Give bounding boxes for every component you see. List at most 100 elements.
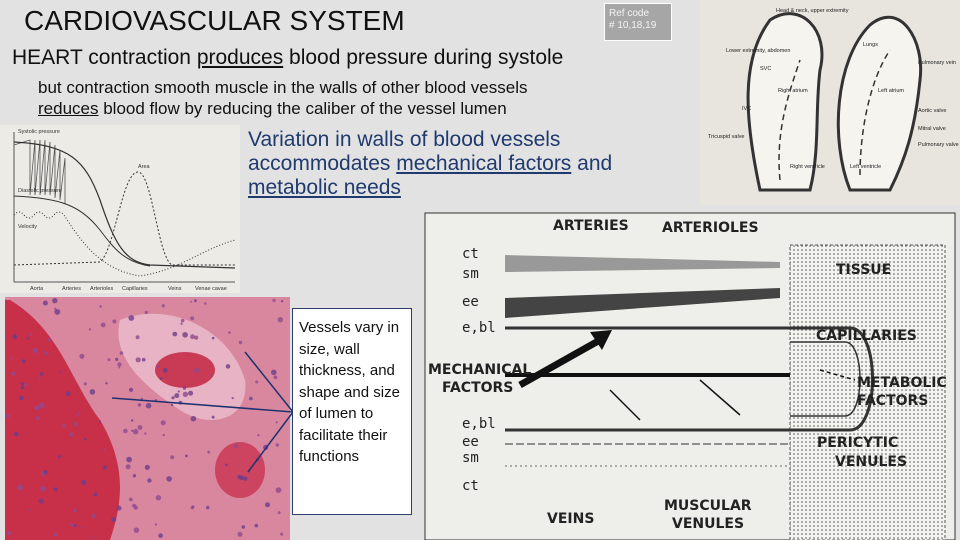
nucleus xyxy=(112,319,117,324)
nucleus xyxy=(182,386,187,390)
histology-image xyxy=(5,297,290,540)
nucleus xyxy=(188,390,194,396)
callout-arrow xyxy=(111,397,294,413)
nucleus xyxy=(102,465,107,470)
slide-title: CARDIOVASCULAR SYSTEM xyxy=(24,5,405,36)
chart-category: Aorta xyxy=(30,286,44,292)
callout-arrows xyxy=(111,351,294,473)
chart-label: Diastolic pressure xyxy=(18,188,62,194)
nucleus xyxy=(275,443,279,447)
subheading: but contraction smooth muscle in the wal… xyxy=(38,77,698,119)
nucleus xyxy=(209,375,213,378)
nucleus xyxy=(132,428,139,435)
nucleus xyxy=(241,525,246,529)
nucleus xyxy=(190,334,195,340)
text: Variation in walls of blood vessels acco… xyxy=(248,128,561,175)
nucleus xyxy=(137,403,142,407)
nucleus xyxy=(140,397,143,400)
heading: HEART contraction produces blood pressur… xyxy=(12,46,563,70)
layer-label: e,bl xyxy=(462,416,496,432)
nucleus xyxy=(115,357,119,361)
nucleus xyxy=(182,391,189,397)
heart-diagram: Head & neck, upper extremity Lungs Lower… xyxy=(700,0,960,205)
nucleus xyxy=(135,357,141,363)
capillary-inner xyxy=(790,341,861,417)
nucleus xyxy=(111,517,117,522)
diagram-label: CAPILLARIES xyxy=(816,328,917,344)
nucleus xyxy=(10,357,13,360)
diagram-label: METABOLIC xyxy=(857,375,947,391)
nucleus xyxy=(155,495,162,501)
diagram-label: ARTERIOLES xyxy=(662,220,759,236)
nucleus xyxy=(228,331,231,334)
nucleus xyxy=(277,317,283,323)
nucleus xyxy=(107,358,111,362)
callout: Vessels vary in size, wall thickness, an… xyxy=(292,308,412,515)
pressure-chart: Systolic pressure Diastolic pressure Vel… xyxy=(0,125,240,293)
nucleus xyxy=(177,390,180,393)
nucleus xyxy=(26,337,29,340)
left-heart xyxy=(836,15,923,192)
nucleus xyxy=(6,530,12,536)
nucleus xyxy=(76,413,79,416)
nucleus xyxy=(172,331,178,337)
nucleus xyxy=(24,383,28,387)
nucleus xyxy=(69,432,74,437)
nucleus xyxy=(42,300,48,306)
text: HEART contraction xyxy=(12,46,197,69)
nucleus xyxy=(231,396,234,400)
nucleus xyxy=(238,340,243,345)
nucleus xyxy=(194,367,200,373)
arrow xyxy=(609,389,641,421)
nucleus xyxy=(17,484,24,491)
layer-label: ee xyxy=(462,434,479,450)
chart-label: Systolic pressure xyxy=(18,129,60,135)
nucleus xyxy=(70,523,74,527)
nucleus xyxy=(211,415,215,419)
nucleus xyxy=(116,505,122,511)
variation-text: Variation in walls of blood vessels acco… xyxy=(248,128,688,200)
nucleus xyxy=(123,428,128,434)
nucleus xyxy=(206,505,210,510)
nucleus xyxy=(128,315,135,321)
nucleus xyxy=(44,351,48,356)
diagram-label: FACTORS xyxy=(857,393,928,409)
vessel-diagram: ARTERIES ARTERIOLES TISSUE CAPILLARIES M… xyxy=(424,212,956,540)
nucleus xyxy=(65,391,71,397)
nucleus xyxy=(185,454,188,458)
nucleus xyxy=(12,334,18,340)
nucleus xyxy=(156,364,160,369)
layer-label: sm xyxy=(462,266,479,282)
nucleus xyxy=(54,307,57,311)
nucleus xyxy=(48,338,52,342)
nucleus xyxy=(13,431,19,437)
nucleus xyxy=(100,322,106,328)
diagram-label: MUSCULAR xyxy=(664,498,752,514)
nucleus xyxy=(135,335,140,340)
nucleus xyxy=(275,421,278,424)
nucleus xyxy=(11,371,16,376)
heart-label: Pulmonary vein xyxy=(918,60,956,66)
nucleus xyxy=(144,464,150,470)
heart-label: Mitral valve xyxy=(918,126,946,132)
chart-category: Arterioles xyxy=(90,286,113,292)
nucleus xyxy=(180,318,185,323)
nucleus xyxy=(38,376,41,380)
diagram-label: VEINS xyxy=(547,511,594,527)
nucleus xyxy=(158,533,163,538)
text: and xyxy=(571,152,613,175)
nucleus xyxy=(154,523,158,526)
nucleus xyxy=(103,448,106,452)
nucleus xyxy=(190,415,197,422)
nucleus xyxy=(99,305,102,308)
heart-label: IVC xyxy=(742,106,751,112)
emphasis: produces xyxy=(196,46,284,69)
nucleus xyxy=(54,309,61,315)
emphasis: mechanical factors xyxy=(396,152,572,175)
pulsatile-pressure xyxy=(13,139,66,204)
nucleus xyxy=(38,402,45,409)
nucleus xyxy=(20,382,24,386)
nucleus xyxy=(207,450,211,454)
